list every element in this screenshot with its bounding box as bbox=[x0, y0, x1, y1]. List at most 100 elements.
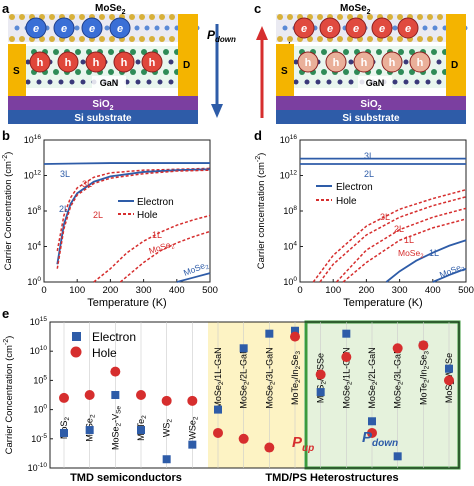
pup-region bbox=[208, 322, 304, 468]
se-atom bbox=[337, 14, 343, 20]
se-atom bbox=[99, 14, 105, 20]
category-label: WSe2 bbox=[187, 416, 199, 440]
se-atom bbox=[347, 36, 353, 42]
y-tick-label: 1012 bbox=[280, 170, 298, 181]
category-label: MoSe2/3L-GaN bbox=[393, 347, 405, 408]
n-atom bbox=[53, 69, 59, 75]
electron-symbol: e bbox=[117, 23, 123, 35]
electron-symbol: e bbox=[353, 23, 359, 35]
se-atom bbox=[79, 14, 85, 20]
hole-point bbox=[315, 369, 326, 380]
category-label: MoSe2/3L-GaN bbox=[264, 347, 276, 408]
group-label-tmd-semiconductors: TMD semiconductors bbox=[70, 472, 182, 484]
se-atom bbox=[367, 14, 373, 20]
ga-atom bbox=[135, 59, 141, 65]
hole-point bbox=[290, 331, 300, 342]
mo-atom bbox=[432, 25, 438, 31]
se-atom bbox=[19, 36, 25, 42]
curve-label-2l-hole: 2L bbox=[394, 224, 404, 234]
sio2-label: SiO2 bbox=[92, 99, 113, 112]
electron-sphere bbox=[53, 17, 75, 39]
pdown-arrow-head bbox=[211, 104, 223, 118]
y-tick-label: 100 bbox=[33, 404, 47, 415]
se-atom bbox=[317, 36, 323, 42]
curve-label-3l-electron: 3L bbox=[364, 151, 374, 161]
ga-atom bbox=[80, 59, 86, 65]
mo-atom bbox=[282, 25, 288, 31]
se-atom bbox=[387, 36, 393, 42]
hole-sphere bbox=[381, 51, 403, 73]
y-tick-label: 105 bbox=[33, 374, 47, 385]
hole-sphere bbox=[353, 51, 375, 73]
y-axis-label: Carrier Concentration (cm-2) bbox=[3, 336, 15, 455]
legend-electron-marker bbox=[72, 332, 81, 341]
ga-atom bbox=[315, 79, 321, 85]
curve-label-mose2-hole: MoSe2 bbox=[398, 248, 424, 260]
legend-hole-label: Hole bbox=[336, 196, 357, 207]
electron-symbol: e bbox=[301, 23, 307, 35]
se-atom bbox=[367, 36, 373, 42]
source-contact bbox=[8, 44, 26, 96]
y-tick-label: 108 bbox=[283, 205, 297, 216]
ga-atom bbox=[25, 59, 31, 65]
ga-atom bbox=[348, 79, 354, 85]
ga-atom bbox=[69, 79, 75, 85]
mo-atom bbox=[74, 25, 80, 31]
x-tick-label: 300 bbox=[392, 285, 408, 296]
se-atom bbox=[69, 14, 75, 20]
source-label: S bbox=[281, 66, 288, 77]
electron-sphere bbox=[345, 17, 367, 39]
curve-label-2l-electron: 2L bbox=[59, 204, 69, 214]
se-atom bbox=[397, 14, 403, 20]
ga-atom bbox=[425, 79, 431, 85]
mo-atom bbox=[14, 25, 20, 31]
y-tick-label: 1012 bbox=[24, 170, 42, 181]
hole-point bbox=[264, 442, 275, 453]
n-atom bbox=[321, 49, 327, 55]
panel-b-letter: b bbox=[2, 128, 10, 143]
x-tick-label: 0 bbox=[41, 285, 46, 296]
curve-mose2-hole bbox=[119, 230, 211, 283]
curve-label-1l-electron: 1L bbox=[429, 248, 439, 258]
se-atom bbox=[317, 14, 323, 20]
hole-symbol: h bbox=[65, 57, 72, 69]
se-atom bbox=[437, 36, 443, 42]
electron-point bbox=[85, 426, 94, 435]
y-tick-label: 1016 bbox=[280, 134, 298, 145]
sio2-layer bbox=[8, 96, 198, 110]
category-label: MoSe2-VSe bbox=[110, 406, 122, 450]
curve-2l-hole bbox=[319, 196, 467, 283]
mose2-label: MoSe2 bbox=[340, 3, 371, 16]
drain-label: D bbox=[451, 60, 458, 71]
hole-sphere bbox=[409, 51, 431, 73]
electron-point bbox=[188, 440, 197, 449]
hole-sphere bbox=[113, 51, 135, 73]
y-tick-label: 10-5 bbox=[31, 433, 47, 444]
plot-frame bbox=[49, 321, 460, 469]
mo-atom bbox=[154, 25, 160, 31]
electron-symbol: e bbox=[327, 23, 333, 35]
n-atom bbox=[53, 49, 59, 55]
mo-atom bbox=[134, 25, 140, 31]
curve-2l-electron bbox=[56, 168, 211, 265]
gan-label: GaN bbox=[100, 78, 119, 88]
electron-point bbox=[214, 405, 222, 414]
hole-point bbox=[84, 390, 95, 400]
se-atom bbox=[287, 14, 293, 20]
electron-sphere bbox=[397, 17, 419, 39]
n-atom bbox=[75, 69, 81, 75]
pup-arrow-head bbox=[256, 26, 268, 40]
electron-sphere bbox=[293, 17, 315, 39]
se-atom bbox=[19, 14, 25, 20]
x-tick-label: 200 bbox=[358, 285, 374, 296]
hole-point bbox=[341, 352, 352, 363]
legend-electron-label: Electron bbox=[92, 330, 136, 344]
pdown-label: Pdown bbox=[362, 429, 398, 449]
legend-hole-label: Hole bbox=[137, 210, 158, 221]
